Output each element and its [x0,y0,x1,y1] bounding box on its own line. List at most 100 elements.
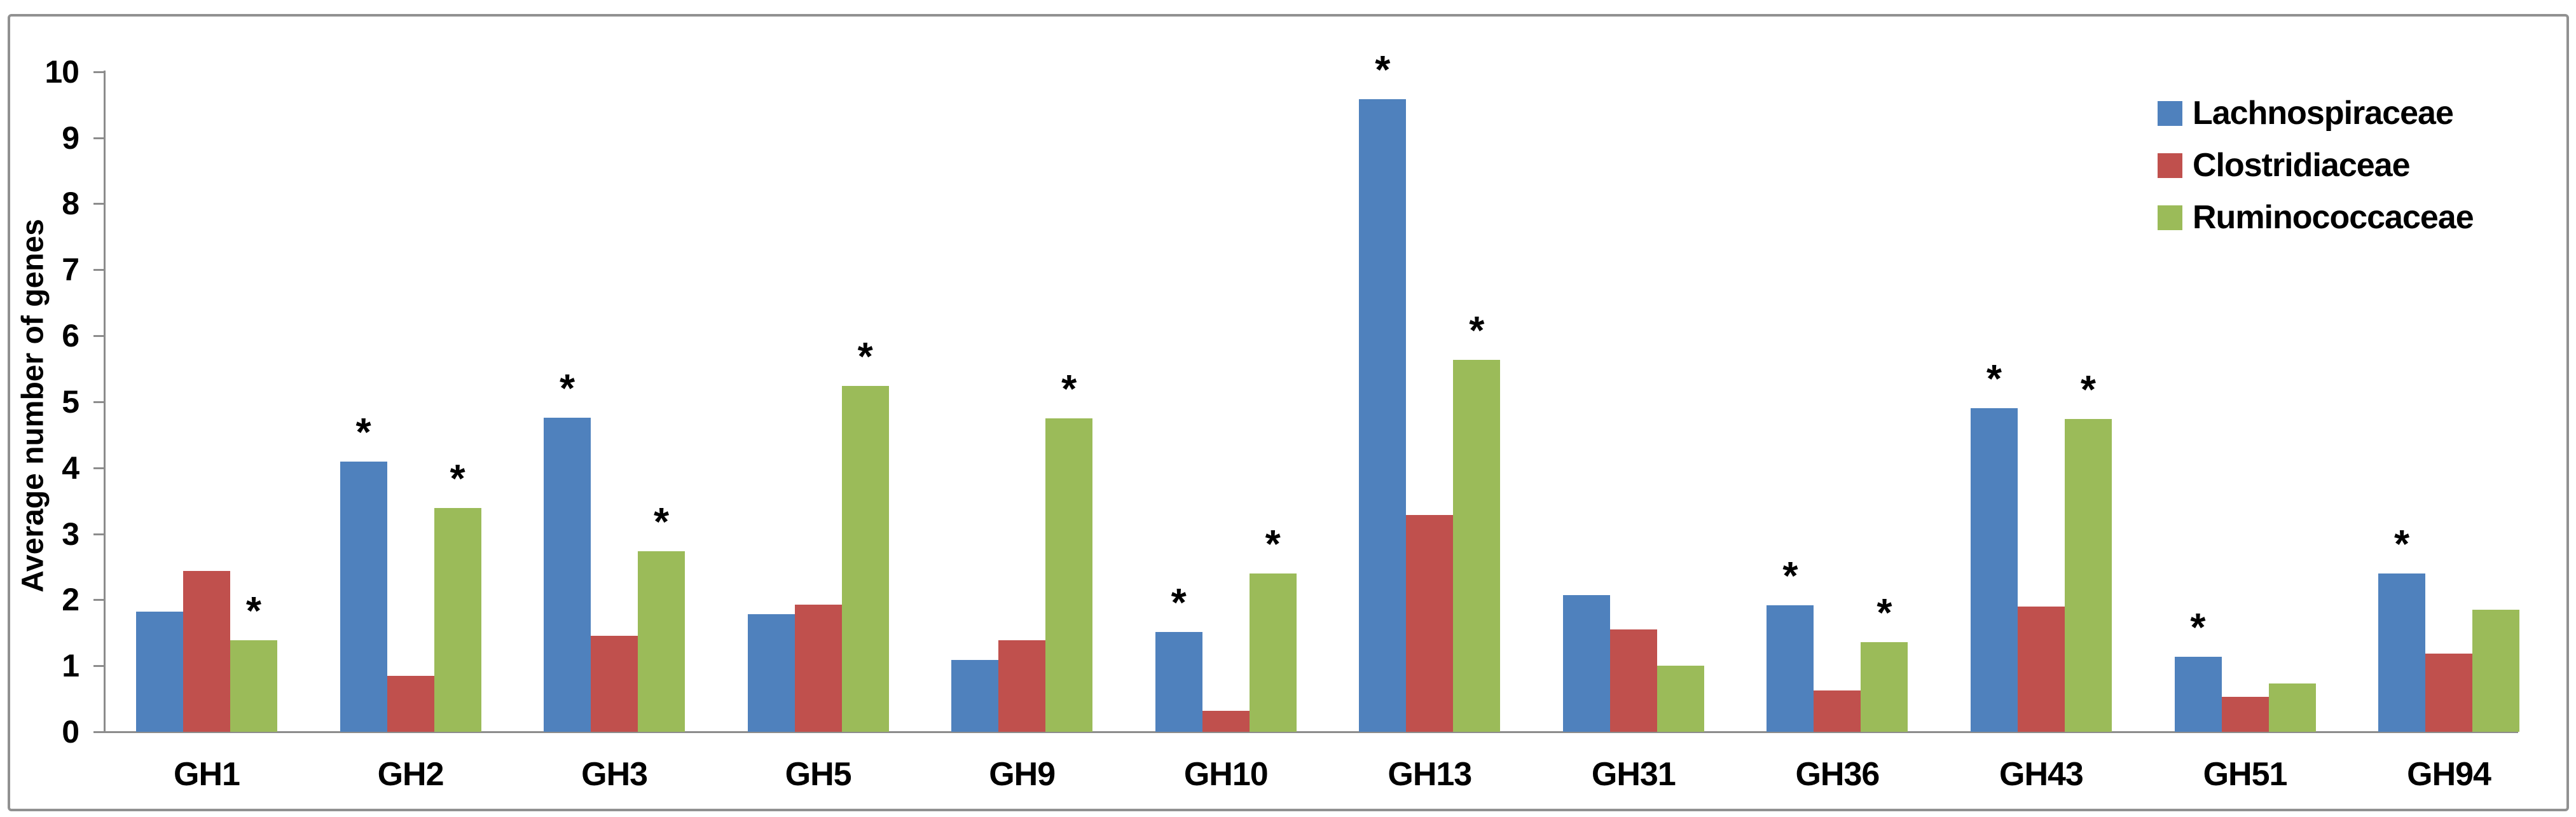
bar-Ruminococcaceae-GH10 [1249,573,1297,732]
bar-Ruminococcaceae-GH3 [638,551,685,732]
y-tick-mark [93,269,105,271]
bar-Clostridiaceae-GH5 [794,604,842,732]
bar-Lachnospiraceae-GH10 [1155,632,1202,732]
legend-label: Lachnospiraceae [2193,95,2454,132]
bar-Ruminococcaceae-GH43 [2064,418,2112,732]
y-tick-mark [93,731,105,733]
bar-Clostridiaceae-GH94 [2425,654,2473,732]
y-tick-mark [93,137,105,139]
legend: Lachnospiraceae Clostridiaceae Ruminococca… [2158,87,2474,244]
legend-label: Clostridiaceae [2193,147,2410,184]
y-tick-label: 7 [62,252,79,288]
bar-Lachnospiraceae-GH36 [1767,605,1814,732]
significance-marker: * [2080,367,2096,412]
significance-marker: * [1375,48,1391,93]
bar-Clostridiaceae-GH10 [1202,710,1250,732]
bar-Clostridiaceae-GH13 [1406,515,1454,732]
bar-Ruminococcaceae-GH13 [1453,360,1501,732]
significance-marker: * [450,457,465,502]
significance-marker: * [2190,605,2206,650]
category-label-GH2: GH2 [377,756,444,793]
bar-Clostridiaceae-GH43 [2017,606,2065,732]
category-label-GH31: GH31 [1591,756,1676,793]
bar-Lachnospiraceae-GH9 [951,659,999,732]
bar-Ruminococcaceae-GH51 [2268,683,2316,732]
significance-marker: * [1171,581,1187,626]
category-label-GH10: GH10 [1183,756,1269,793]
significance-marker: * [654,500,670,544]
y-tick-mark [93,335,105,338]
y-tick-mark [93,533,105,535]
significance-marker: * [1265,522,1281,566]
bar-Lachnospiraceae-GH3 [544,417,591,732]
bar-Clostridiaceae-GH1 [183,570,230,732]
bar-Clostridiaceae-GH2 [387,675,434,732]
bar-Ruminococcaceae-GH2 [434,508,481,732]
y-tick-mark [93,467,105,469]
legend-label: Ruminococcaceae [2193,199,2474,236]
category-label-GH1: GH1 [174,756,240,793]
significance-marker: * [1469,309,1485,354]
y-tick-label: 6 [62,318,79,354]
bar-Lachnospiraceae-GH43 [1970,408,2018,732]
bar-Lachnospiraceae-GH2 [340,462,387,732]
bar-Ruminococcaceae-GH5 [841,385,889,732]
y-tick-label: 1 [62,648,79,684]
y-tick-label: 0 [62,714,79,750]
legend-item-Ruminococcaceae: Ruminococcaceae [2158,191,2474,244]
legend-swatch [2158,205,2182,230]
bar-Ruminococcaceae-GH31 [1656,666,1704,732]
legend-swatch [2158,100,2182,126]
bar-Lachnospiraceae-GH94 [2378,573,2426,732]
category-label-GH36: GH36 [1795,756,1880,793]
category-label-GH13: GH13 [1388,756,1472,793]
bar-Ruminococcaceae-GH9 [1045,418,1093,732]
significance-marker: * [1782,554,1798,598]
y-tick-label: 3 [62,516,79,552]
legend-item-Lachnospiraceae: Lachnospiraceae [2158,87,2474,139]
legend-item-Clostridiaceae: Clostridiaceae [2158,139,2474,191]
significance-marker: * [355,411,371,455]
significance-marker: * [857,334,873,379]
bar-Lachnospiraceae-GH31 [1562,595,1610,732]
y-tick-label: 8 [62,186,79,222]
significance-marker: * [1061,367,1077,411]
category-label-GH94: GH94 [2407,756,2491,793]
significance-marker: * [245,589,262,633]
y-tick-mark [93,203,105,205]
category-label-GH43: GH43 [1999,756,2084,793]
bar-Lachnospiraceae-GH51 [2174,656,2222,732]
y-tick-mark [93,665,105,668]
y-tick-mark [93,401,105,403]
bar-Ruminococcaceae-GH36 [1861,642,1908,732]
y-tick-label: 9 [62,120,79,156]
bar-Clostridiaceae-GH51 [2221,696,2269,732]
category-label-GH3: GH3 [581,756,648,793]
category-label-GH9: GH9 [989,756,1056,793]
y-tick-mark [93,71,105,73]
bar-Clostridiaceae-GH31 [1609,629,1657,732]
bar-Clostridiaceae-GH9 [998,640,1046,732]
x-axis-line [94,731,2518,733]
bar-Lachnospiraceae-GH13 [1359,99,1407,732]
y-tick-label: 4 [62,450,79,486]
significance-marker: * [1877,591,1892,635]
y-tick-label: 10 [45,53,79,90]
bar-Clostridiaceae-GH36 [1814,690,1861,732]
significance-marker: * [2393,522,2410,566]
significance-marker: * [560,366,575,411]
legend-swatch [2158,153,2182,178]
bar-Ruminococcaceae-GH94 [2472,609,2520,732]
significance-marker: * [1986,357,2002,402]
category-label-GH5: GH5 [785,756,852,793]
bar-Clostridiaceae-GH3 [591,636,638,732]
bar-Lachnospiraceae-GH5 [747,614,795,732]
category-label-GH51: GH51 [2203,756,2288,793]
y-tick-label: 5 [62,383,79,420]
bar-Ruminococcaceae-GH1 [230,640,277,732]
y-tick-mark [93,599,105,601]
y-tick-label: 2 [62,582,79,618]
bar-Lachnospiraceae-GH1 [136,612,183,732]
